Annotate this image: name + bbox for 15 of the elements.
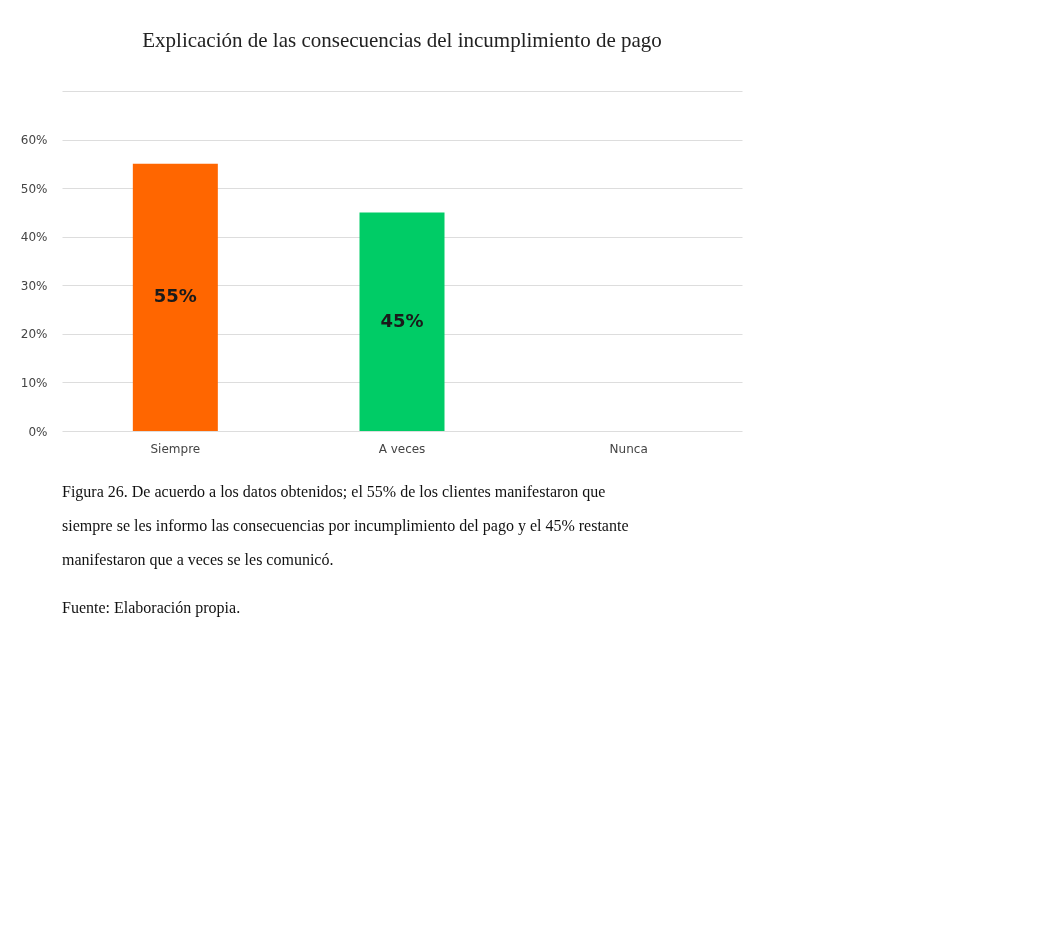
y-tick-label: 50% bbox=[20, 181, 48, 196]
y-tick-label: 0% bbox=[28, 424, 48, 439]
y-tick-label: 10% bbox=[20, 375, 48, 390]
x-tick-label: Nunca bbox=[609, 441, 648, 456]
chart-title: Explicación de las consecuencias del incumplimiento de pago bbox=[142, 28, 662, 52]
y-tick-label: 40% bbox=[20, 230, 48, 245]
y-tick-label: 30% bbox=[20, 278, 48, 293]
x-tick-label: Siempre bbox=[150, 441, 201, 456]
source-note: Fuente: Elaboración propia. bbox=[62, 598, 241, 617]
data-label: 45% bbox=[380, 309, 424, 331]
x-tick-label: A veces bbox=[378, 441, 426, 456]
text: Figura 26. De acuerdo a los datos obtenidos; el 55% de los clientes manifestaron que siempre se les informo las consecuencias por incumplimiento del pago y el 45% restante manifestaron que a veces se les comunicó. bbox=[62, 483, 629, 569]
y-tick-label: 60% bbox=[20, 133, 48, 148]
data-label: 55% bbox=[153, 285, 197, 307]
y-tick-label: 20% bbox=[20, 327, 48, 342]
